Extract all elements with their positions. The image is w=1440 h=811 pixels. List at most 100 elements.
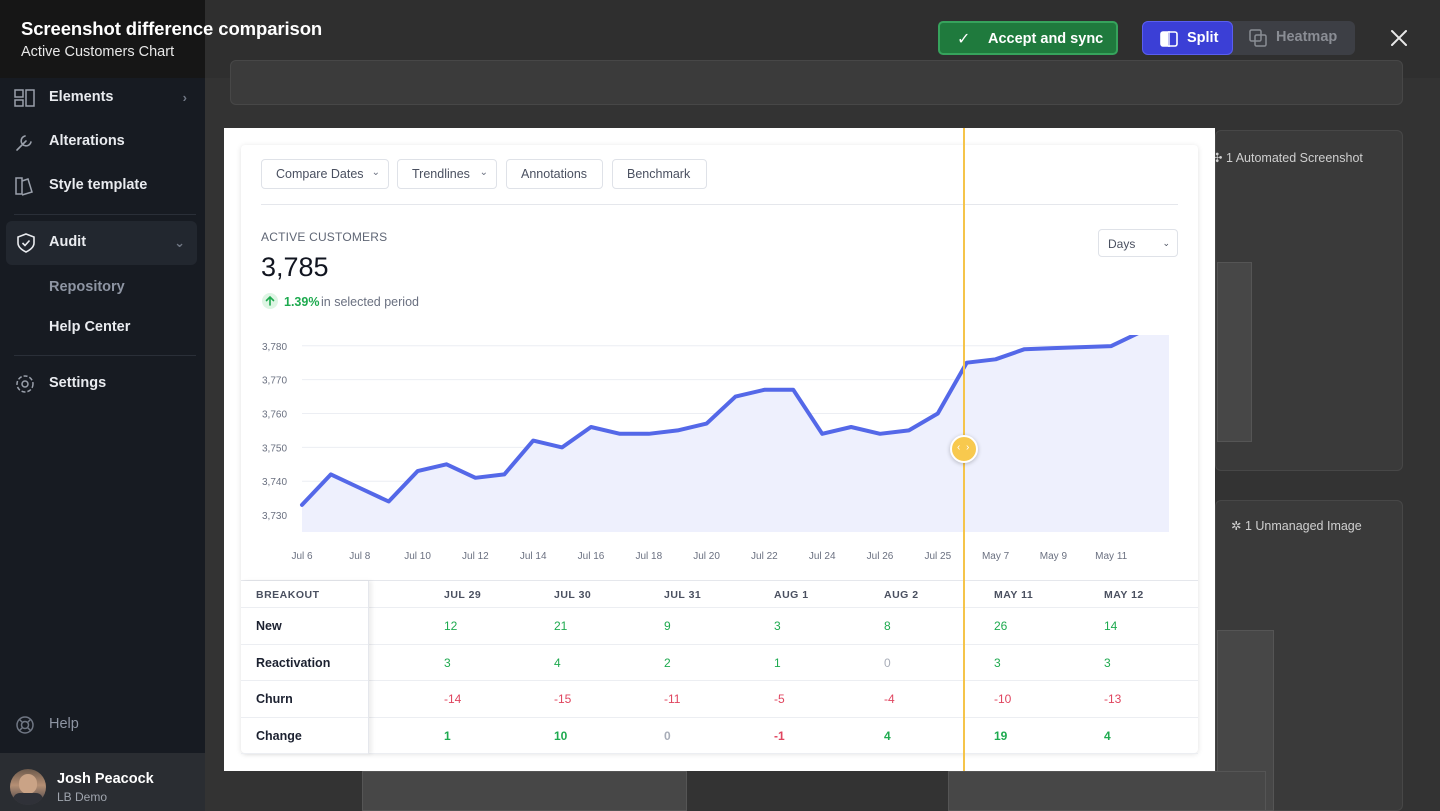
chevron-down-icon: ⌄ (371, 167, 380, 178)
page-subtitle: Active Customers Chart (21, 44, 175, 60)
compare-dates-dropdown[interactable]: Compare Dates ⌄ (261, 159, 389, 189)
x-tick-label: May 11 (1095, 551, 1127, 562)
accept-and-sync-button[interactable]: ✓ Accept and sync (938, 21, 1118, 55)
sidebar-divider (14, 355, 196, 356)
table-cell: 1 (774, 656, 781, 670)
accept-and-sync-label: Accept and sync (988, 31, 1104, 47)
help-button[interactable]: Help (0, 703, 205, 747)
automated-screenshot-text: 1 Automated Screenshot (1225, 151, 1363, 165)
active-customers-chart: 3,780 3,770 3,760 3,750 3,740 3,730 Jul 6 Jul 8… (262, 335, 1169, 562)
table-cell: 12 (444, 619, 458, 633)
sidebar-item-settings[interactable]: Settings (0, 362, 205, 406)
breakout-column (241, 581, 369, 754)
sidebar-item-repository[interactable]: Repository (49, 279, 125, 295)
table-cell: 9 (664, 619, 671, 633)
table-row (241, 681, 1198, 718)
split-view-label: Split (1187, 30, 1219, 46)
breakout-table: BREAKOUT JUL 29 JUL 30 JUL 31 AUG 1 AUG 2 MAY … (241, 580, 1198, 754)
row-label: Churn (256, 692, 293, 706)
trendlines-dropdown[interactable]: Trendlines ⌄ (397, 159, 497, 189)
table-cell: -5 (774, 692, 785, 706)
split-view-button[interactable]: Split (1142, 21, 1233, 55)
table-cell: 3 (994, 656, 1001, 670)
help-label: Help (49, 716, 79, 732)
table-cell: 21 (554, 619, 568, 633)
user-org: LB Demo (57, 790, 108, 804)
y-tick-label: 3,780 (262, 342, 287, 353)
view-mode-toggle: Split Heatmap (1142, 21, 1355, 55)
table-cell: 14 (1104, 619, 1118, 633)
column-header: AUG 2 (884, 589, 919, 601)
benchmark-label: Benchmark (627, 167, 691, 181)
unmanaged-image-label: ✲ 1 Unmanaged Image (1231, 518, 1362, 533)
sidebar-item-style-template[interactable]: Style template (0, 164, 205, 208)
annotations-button[interactable]: Annotations (506, 159, 603, 189)
column-header: JUL 29 (444, 589, 482, 601)
comparison-viewer: Compare Dates ⌄ Trendlines ⌄ Annotations… (224, 128, 1215, 771)
y-tick-label: 3,730 (262, 511, 287, 522)
sparkle-icon: ✣ (1212, 151, 1223, 165)
table-cell: 3 (1104, 656, 1111, 670)
automated-screenshot-label: ✣ 1 Automated Screenshot (1212, 150, 1363, 165)
table-cell: -1 (774, 729, 785, 743)
sidebar-item-help-center[interactable]: Help Center (49, 319, 131, 335)
x-tick-label: Jul 22 (751, 551, 778, 562)
column-header: MAY 11 (994, 589, 1034, 601)
x-tick-label: Jul 8 (349, 551, 371, 562)
table-cell: 19 (994, 729, 1008, 743)
chart-line (300, 335, 1139, 507)
chevron-left-icon: ‹ (957, 442, 961, 453)
annotations-label: Annotations (521, 167, 588, 181)
change-percent: 1.39% (284, 295, 320, 309)
period-select[interactable]: Days ⌄ (1098, 229, 1178, 257)
x-tick-label: Jul 16 (578, 551, 605, 562)
chart-card: Compare Dates ⌄ Trendlines ⌄ Annotations… (241, 145, 1198, 754)
lifebuoy-icon (16, 716, 34, 734)
background-thumbnail (948, 771, 1266, 811)
style-template-icon (15, 177, 33, 196)
table-cell: 26 (994, 619, 1008, 633)
chevron-down-icon: ⌄ (479, 167, 488, 178)
column-header: AUG 1 (774, 589, 809, 601)
table-cell: -10 (994, 692, 1012, 706)
table-row (241, 645, 1198, 681)
page-title: Screenshot difference comparison (21, 18, 323, 39)
period-select-value: Days (1108, 237, 1136, 251)
close-icon[interactable] (1388, 27, 1410, 49)
compare-dates-label: Compare Dates (276, 167, 364, 181)
chevron-down-icon: ⌄ (174, 235, 185, 250)
x-tick-label: Jul 25 (924, 551, 951, 562)
gear-icon (16, 375, 34, 393)
table-cell: -13 (1104, 692, 1122, 706)
chevron-right-icon: › (182, 90, 187, 105)
table-header-row (241, 581, 1198, 608)
sidebar-item-audit[interactable]: Audit ⌄ (6, 221, 197, 265)
table-cell: 3 (774, 619, 781, 633)
sidebar-item-label: Alterations (49, 133, 125, 149)
arrow-up-icon (262, 293, 278, 309)
trendlines-label: Trendlines (412, 167, 470, 181)
x-tick-label: Jul 6 (291, 551, 313, 562)
heatmap-view-button[interactable]: Heatmap (1233, 21, 1355, 55)
metric-label: ACTIVE CUSTOMERS (261, 230, 388, 244)
sidebar-item-alterations[interactable]: Alterations (0, 120, 205, 164)
heatmap-label: Heatmap (1276, 29, 1338, 45)
x-tick-label: Jul 14 (520, 551, 547, 562)
elements-icon (14, 89, 35, 107)
x-tick-label: May 7 (982, 551, 1010, 562)
chevron-right-icon: › (966, 442, 970, 453)
chart-area-fill (302, 335, 1169, 532)
sidebar-item-label: Elements (49, 89, 114, 105)
sidebar-item-label: Audit (49, 234, 87, 250)
benchmark-button[interactable]: Benchmark (612, 159, 707, 189)
avatar (10, 769, 46, 805)
x-tick-label: Jul 12 (462, 551, 489, 562)
sidebar-divider (14, 214, 196, 215)
x-tick-label: Jul 10 (404, 551, 431, 562)
x-tick-label: Jul 26 (867, 551, 894, 562)
sidebar (0, 78, 205, 811)
sidebar-item-elements[interactable]: Elements › (0, 76, 205, 120)
table-cell: -15 (554, 692, 572, 706)
split-drag-handle[interactable]: ‹ › (950, 435, 978, 463)
sidebar-item-label: Settings (49, 375, 107, 391)
